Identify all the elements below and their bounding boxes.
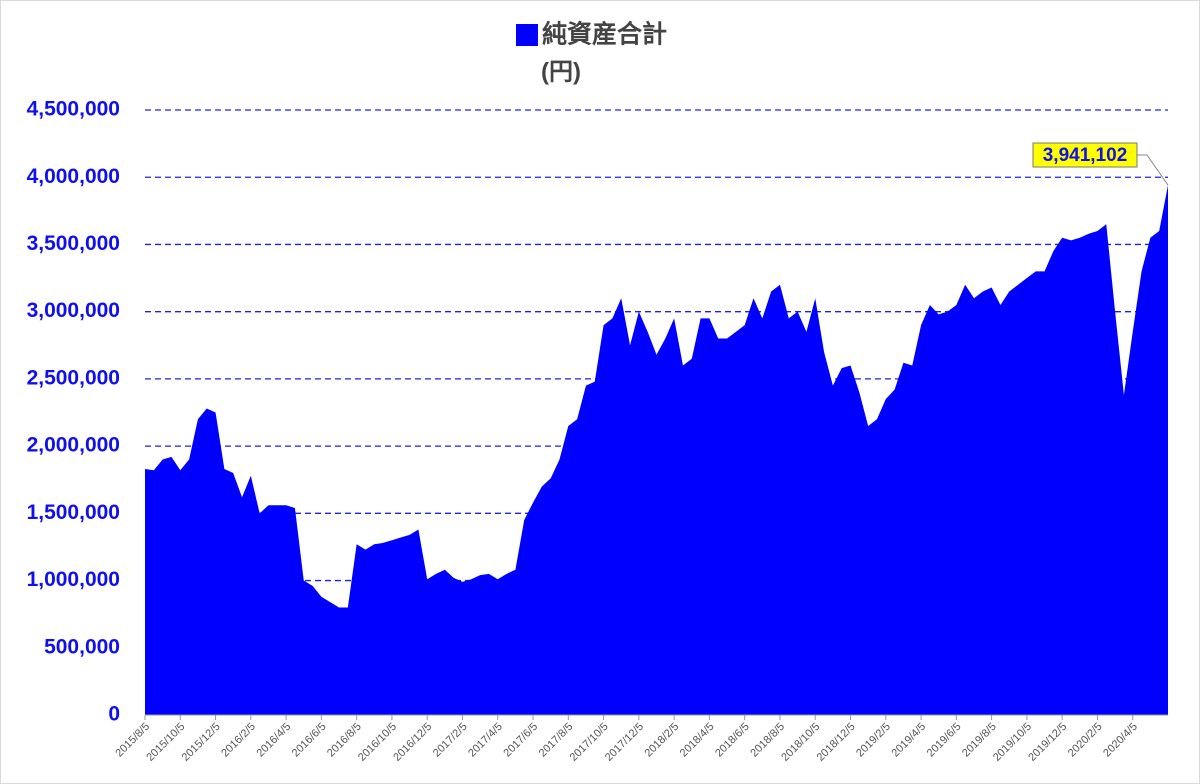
data-label: 3,941,102 (1043, 145, 1128, 166)
y-tick-label: 4,000,000 (27, 165, 120, 188)
legend-label: 純資産合計 (542, 20, 667, 49)
y-tick-label: 2,000,000 (27, 434, 120, 457)
y-tick-label: 3,000,000 (27, 299, 120, 322)
y-tick-label: 4,500,000 (27, 98, 120, 121)
y-tick-label: 0 (108, 703, 120, 726)
data-label-box (1032, 142, 1138, 168)
y-tick-label: 3,500,000 (27, 232, 120, 255)
y-tick-label: 1,500,000 (27, 501, 120, 524)
y-axis-unit: (円) (541, 58, 581, 85)
area (145, 185, 1168, 715)
legend-swatch (516, 24, 538, 46)
label-leader (1137, 154, 1169, 186)
y-tick-label: 2,500,000 (27, 366, 120, 389)
y-tick-label: 500,000 (44, 635, 120, 658)
y-tick-label: 1,000,000 (27, 568, 120, 591)
